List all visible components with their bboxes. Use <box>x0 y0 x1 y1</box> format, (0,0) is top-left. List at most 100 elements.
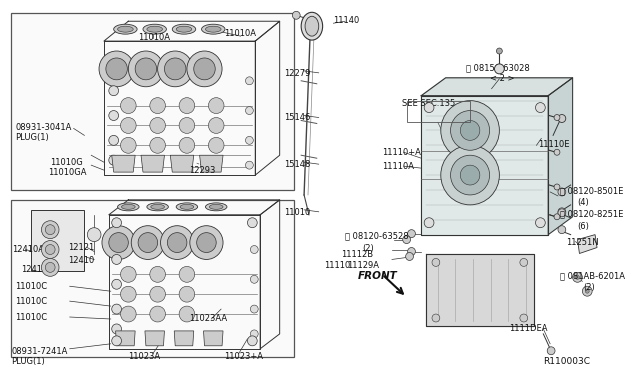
Text: 11010G: 11010G <box>50 158 83 167</box>
Text: 11112B: 11112B <box>341 250 373 259</box>
Circle shape <box>190 226 223 259</box>
Circle shape <box>150 98 165 113</box>
Text: 11140: 11140 <box>333 16 360 25</box>
Text: 11010C: 11010C <box>15 297 47 306</box>
Circle shape <box>292 11 300 19</box>
Ellipse shape <box>180 204 194 209</box>
Circle shape <box>112 254 122 264</box>
Circle shape <box>194 58 215 80</box>
Circle shape <box>582 286 592 296</box>
Circle shape <box>209 98 224 113</box>
Text: 11129A: 11129A <box>347 262 379 270</box>
Ellipse shape <box>151 204 164 209</box>
Text: (2): (2) <box>363 244 374 253</box>
Text: 11110: 11110 <box>324 262 350 270</box>
Circle shape <box>558 226 566 234</box>
Circle shape <box>408 230 415 238</box>
Text: < 2 >: < 2 > <box>490 74 514 83</box>
Circle shape <box>87 228 101 241</box>
Circle shape <box>112 336 122 346</box>
Polygon shape <box>260 200 280 349</box>
Circle shape <box>179 98 195 113</box>
Circle shape <box>573 272 582 282</box>
Text: 11023AA: 11023AA <box>189 314 227 323</box>
Bar <box>31 210 84 271</box>
Circle shape <box>157 51 193 87</box>
Polygon shape <box>548 78 573 235</box>
Circle shape <box>248 218 257 228</box>
Bar <box>406 101 470 122</box>
Text: 1111DEA: 1111DEA <box>509 324 548 333</box>
Text: 11023A: 11023A <box>129 352 161 361</box>
Circle shape <box>112 304 122 314</box>
Ellipse shape <box>301 12 323 40</box>
Circle shape <box>168 232 187 253</box>
Circle shape <box>558 208 566 216</box>
Circle shape <box>179 286 195 302</box>
Text: Ⓑ 08120-8501E: Ⓑ 08120-8501E <box>560 186 623 195</box>
Polygon shape <box>104 21 280 41</box>
Circle shape <box>441 145 499 205</box>
Circle shape <box>112 279 122 289</box>
Text: (2): (2) <box>583 283 595 292</box>
Ellipse shape <box>118 26 133 32</box>
Circle shape <box>164 58 186 80</box>
Circle shape <box>558 188 566 196</box>
Circle shape <box>120 98 136 113</box>
Polygon shape <box>421 96 548 235</box>
Text: 11010GA: 11010GA <box>48 168 87 177</box>
Circle shape <box>547 347 555 355</box>
Polygon shape <box>145 331 164 346</box>
Circle shape <box>150 306 165 322</box>
Circle shape <box>451 110 490 150</box>
Circle shape <box>495 64 504 74</box>
Circle shape <box>250 305 258 313</box>
Circle shape <box>520 259 528 266</box>
Polygon shape <box>255 21 280 175</box>
Text: 11010A: 11010A <box>224 29 256 38</box>
Circle shape <box>179 118 195 134</box>
Circle shape <box>558 209 566 217</box>
Text: 12410: 12410 <box>68 256 94 266</box>
Ellipse shape <box>118 203 139 211</box>
Circle shape <box>406 253 413 260</box>
Circle shape <box>403 235 410 244</box>
Text: 11010A: 11010A <box>138 33 170 42</box>
Circle shape <box>497 48 502 54</box>
Polygon shape <box>204 331 223 346</box>
Circle shape <box>150 266 165 282</box>
Circle shape <box>424 218 434 228</box>
Circle shape <box>45 262 55 272</box>
Circle shape <box>42 221 59 238</box>
Text: Ⓑ 08120-63528: Ⓑ 08120-63528 <box>345 232 409 241</box>
Circle shape <box>586 289 589 293</box>
Text: 11251N: 11251N <box>566 238 598 247</box>
Circle shape <box>42 259 59 276</box>
Circle shape <box>112 324 122 334</box>
Circle shape <box>120 137 136 153</box>
Text: Ⓑ 081AB-6201A: Ⓑ 081AB-6201A <box>560 271 625 280</box>
Circle shape <box>99 51 134 87</box>
Ellipse shape <box>176 203 198 211</box>
Polygon shape <box>116 331 135 346</box>
Circle shape <box>554 214 560 220</box>
Text: R110003C: R110003C <box>543 357 590 366</box>
Polygon shape <box>577 235 597 253</box>
Circle shape <box>120 286 136 302</box>
Polygon shape <box>109 215 260 349</box>
Polygon shape <box>174 331 194 346</box>
Circle shape <box>109 135 118 145</box>
Text: 11110E: 11110E <box>538 140 570 149</box>
Circle shape <box>150 286 165 302</box>
Circle shape <box>109 110 118 121</box>
Circle shape <box>554 184 560 190</box>
Polygon shape <box>200 155 223 172</box>
Circle shape <box>248 336 257 346</box>
Text: (6): (6) <box>577 222 589 231</box>
Circle shape <box>209 137 224 153</box>
Circle shape <box>129 51 163 87</box>
Ellipse shape <box>122 204 135 209</box>
Circle shape <box>250 275 258 283</box>
Ellipse shape <box>114 24 137 34</box>
Circle shape <box>179 266 195 282</box>
